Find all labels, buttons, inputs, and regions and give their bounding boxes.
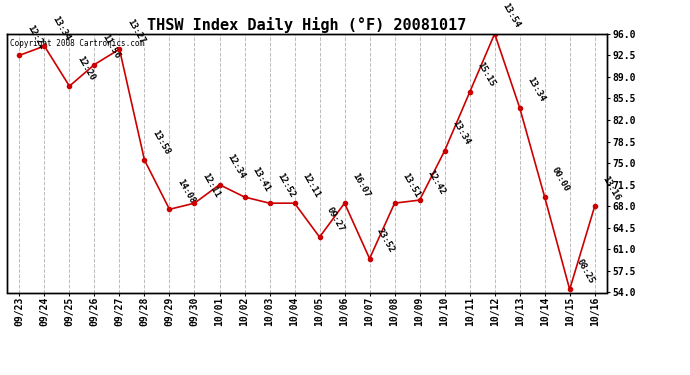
Text: 13:58: 13:58	[150, 128, 171, 156]
Text: Copyright 2008 Cartronics.com: Copyright 2008 Cartronics.com	[10, 39, 144, 48]
Text: 23:52: 23:52	[375, 226, 396, 255]
Text: 13:34: 13:34	[525, 76, 546, 104]
Text: 15:15: 15:15	[475, 60, 496, 88]
Text: 13:34: 13:34	[50, 14, 71, 42]
Text: 12:22: 12:22	[25, 23, 46, 51]
Title: THSW Index Daily High (°F) 20081017: THSW Index Daily High (°F) 20081017	[148, 16, 466, 33]
Text: 13:41: 13:41	[250, 165, 271, 193]
Text: 14:08: 14:08	[175, 177, 196, 205]
Text: 16:07: 16:07	[350, 171, 371, 199]
Text: 13:51: 13:51	[400, 171, 422, 199]
Text: 08:25: 08:25	[575, 258, 596, 285]
Text: 00:00: 00:00	[550, 165, 571, 193]
Text: 12:11: 12:11	[200, 171, 221, 199]
Text: 12:42: 12:42	[425, 168, 446, 196]
Text: 13:54: 13:54	[500, 2, 522, 30]
Text: 13:16: 13:16	[600, 174, 622, 202]
Text: 09:27: 09:27	[325, 205, 346, 233]
Text: 12:34: 12:34	[225, 153, 246, 180]
Text: 13:34: 13:34	[450, 119, 471, 147]
Text: 11:56: 11:56	[100, 33, 121, 60]
Text: 12:11: 12:11	[300, 171, 322, 199]
Text: 12:52: 12:52	[275, 171, 296, 199]
Text: 12:20: 12:20	[75, 54, 96, 82]
Text: 13:27: 13:27	[125, 17, 146, 45]
